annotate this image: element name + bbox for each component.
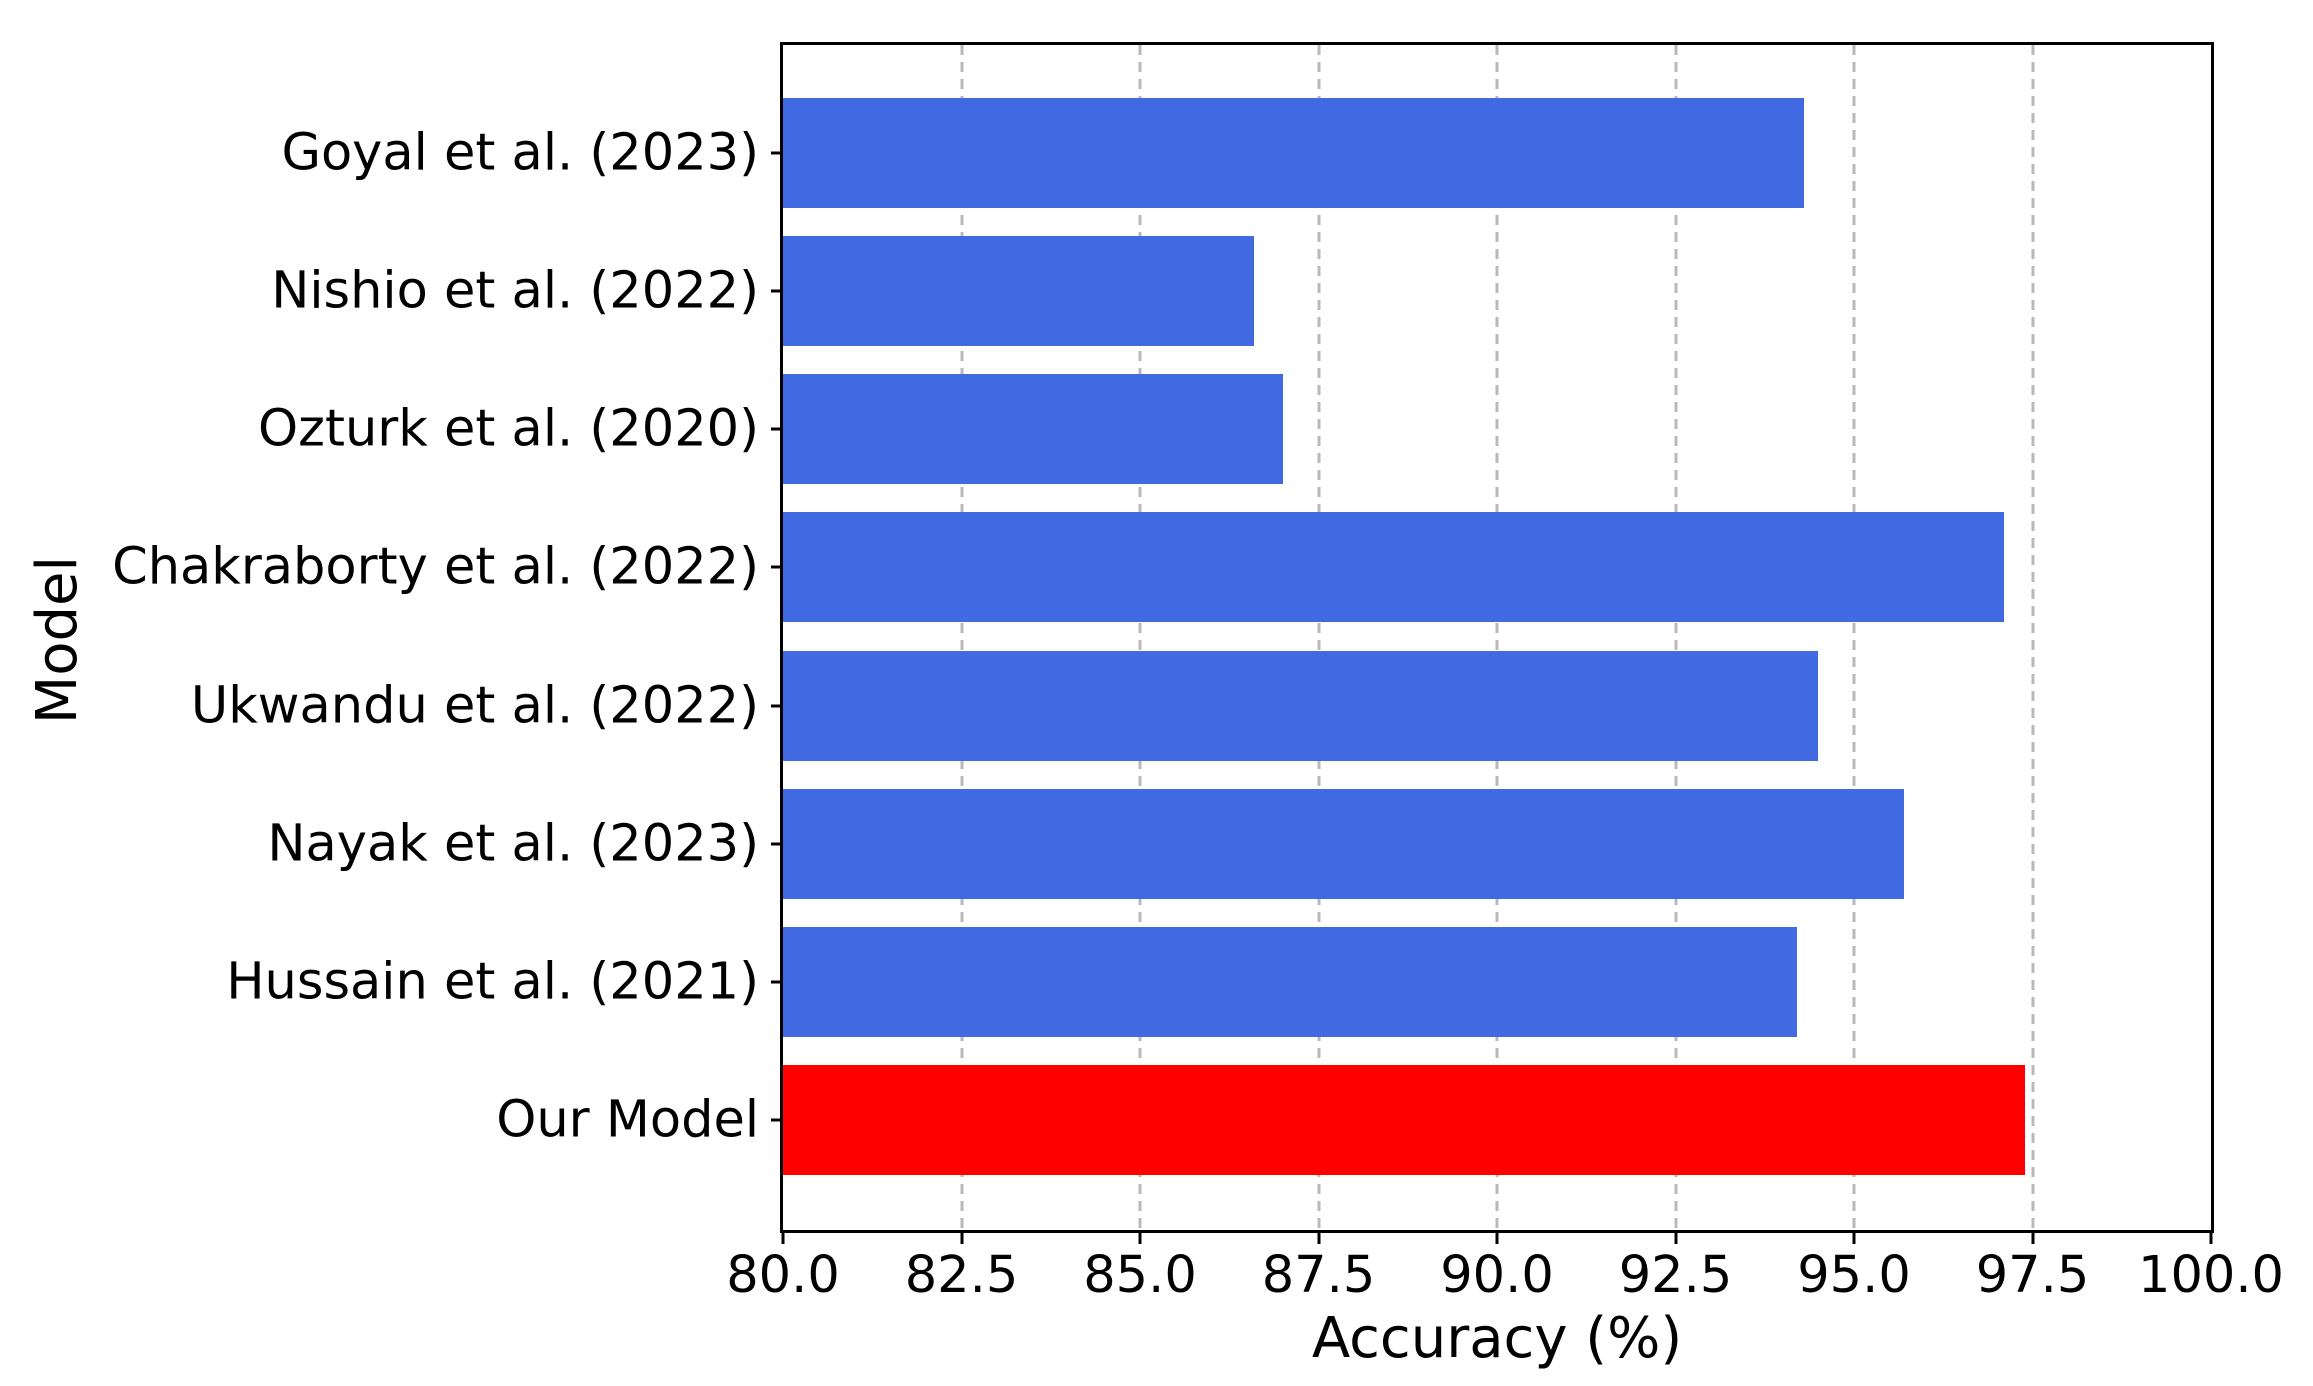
- gridline: [1852, 45, 1856, 1230]
- y-tick-label: Nayak et al. (2023): [267, 814, 759, 874]
- y-tick-label: Nishio et al. (2022): [271, 261, 759, 321]
- bar: [783, 788, 1904, 899]
- x-tick-mark: [1317, 1231, 1320, 1244]
- x-tick-mark: [781, 1231, 785, 1244]
- y-tick-mark: [771, 842, 783, 846]
- y-tick-label: Ozturk et al. (2020): [258, 399, 759, 459]
- x-tick-label: 95.0: [1797, 1246, 1911, 1305]
- bar: [783, 236, 1255, 347]
- y-tick-mark: [771, 1118, 783, 1122]
- gridline: [960, 45, 963, 1230]
- y-tick-mark: [771, 980, 783, 984]
- bar: [783, 374, 1283, 485]
- y-tick-mark: [771, 704, 783, 708]
- x-tick-label: 100.0: [2137, 1246, 2285, 1305]
- x-tick-label: 82.5: [904, 1246, 1019, 1305]
- x-tick-mark: [1674, 1231, 1677, 1244]
- x-tick-label: 92.5: [1618, 1246, 1733, 1305]
- gridline: [1674, 45, 1677, 1230]
- x-tick-label: 80.0: [726, 1246, 840, 1305]
- x-tick-label: 97.5: [1975, 1246, 2090, 1305]
- y-tick-mark: [771, 427, 783, 431]
- plot-area: [783, 45, 2211, 1230]
- y-tick-label: Chakraborty et al. (2022): [112, 537, 759, 597]
- x-tick-mark: [2209, 1231, 2213, 1244]
- y-tick-mark: [771, 151, 783, 155]
- gridline: [1495, 45, 1499, 1230]
- gridline: [1317, 45, 1320, 1230]
- bar: [783, 926, 1797, 1037]
- x-tick-label: 90.0: [1440, 1246, 1554, 1305]
- gridline: [1138, 45, 1142, 1230]
- x-tick-mark: [1852, 1231, 1856, 1244]
- y-tick-mark: [771, 289, 783, 293]
- x-tick-mark: [1495, 1231, 1499, 1244]
- bar: [783, 98, 1805, 208]
- y-tick-mark: [771, 565, 783, 569]
- y-tick-label: Hussain et al. (2021): [226, 952, 759, 1012]
- gridline: [2031, 45, 2034, 1230]
- x-tick-label: 85.0: [1083, 1246, 1197, 1305]
- y-tick-label: Goyal et al. (2023): [281, 123, 759, 183]
- y-axis-title: Model: [25, 555, 90, 725]
- y-tick-label: Our Model: [496, 1090, 759, 1150]
- bar: [783, 650, 1819, 761]
- x-tick-label: 87.5: [1261, 1246, 1376, 1305]
- x-axis-title: Accuracy (%): [1311, 1306, 1683, 1371]
- x-tick-mark: [960, 1231, 963, 1244]
- x-tick-mark: [1138, 1231, 1142, 1244]
- y-tick-label: Ukwandu et al. (2022): [190, 676, 759, 736]
- bar: [783, 512, 2004, 623]
- x-tick-mark: [2031, 1231, 2034, 1244]
- bar: [783, 1064, 2026, 1175]
